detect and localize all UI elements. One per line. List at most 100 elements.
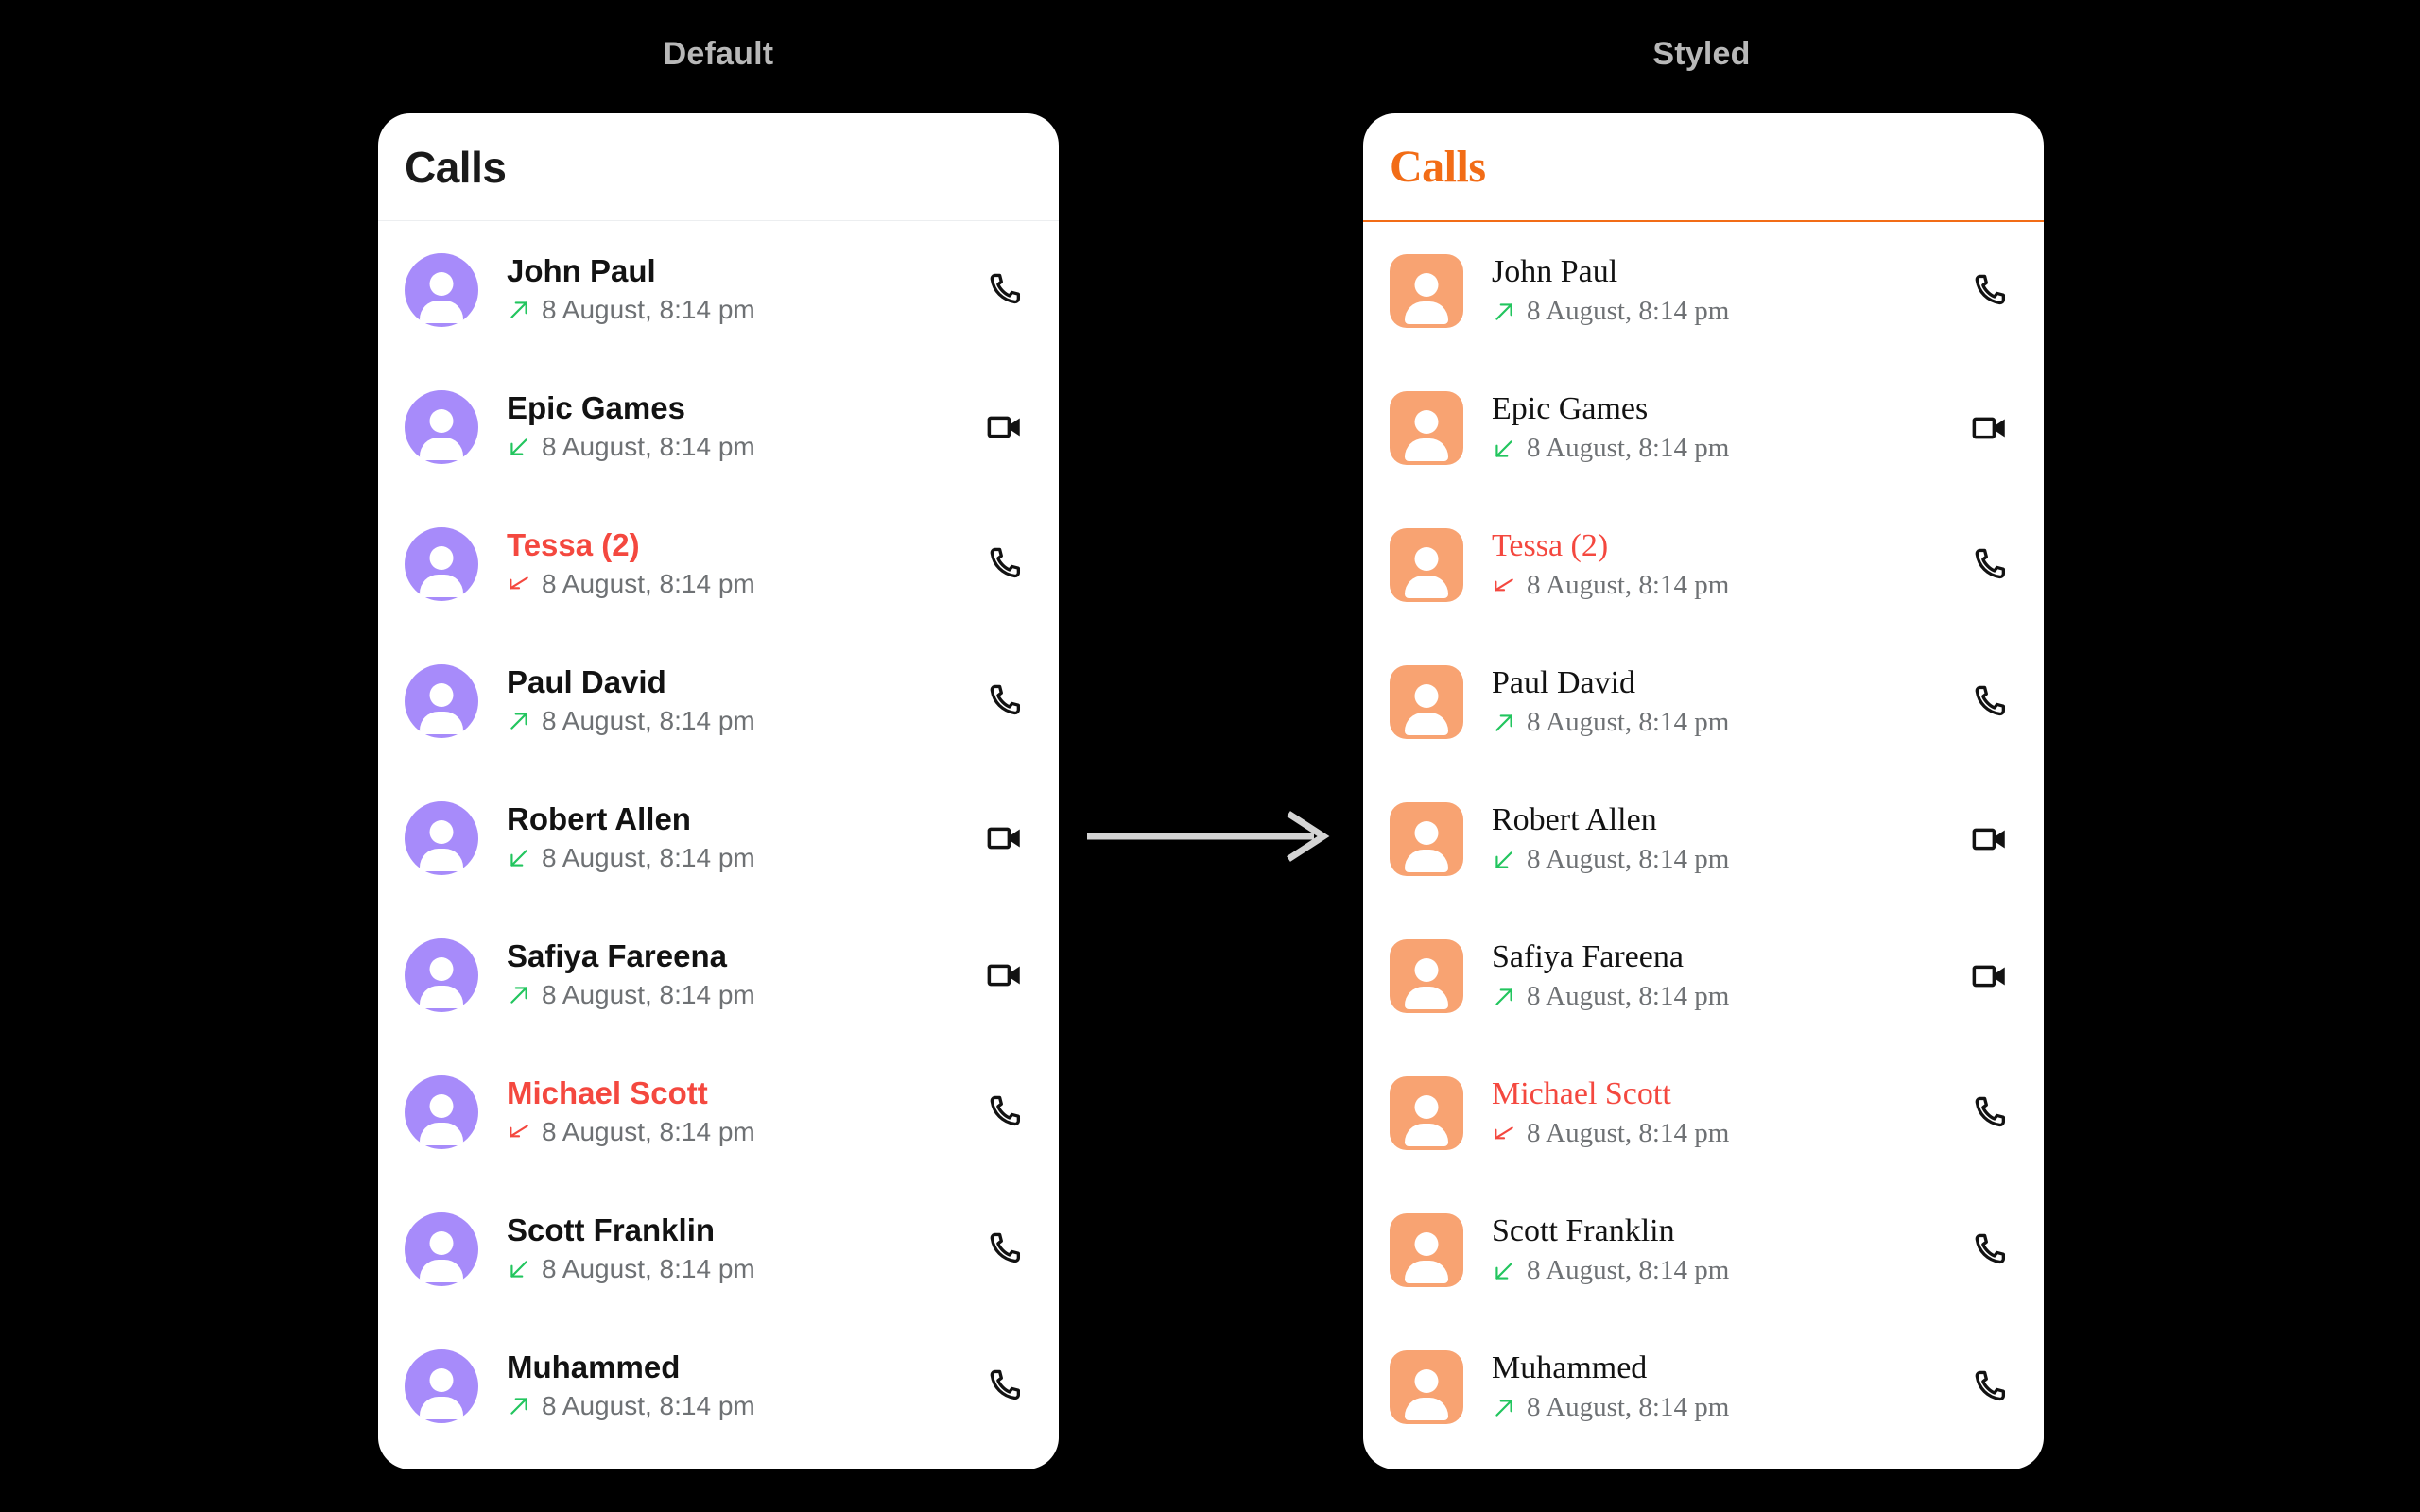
avatar — [405, 1074, 478, 1149]
video-call-icon[interactable] — [983, 405, 1027, 449]
avatar-body-shape — [420, 1122, 463, 1145]
call-timestamp: 8 August, 8:14 pm — [1527, 296, 1730, 327]
call-info: Robert Allen 8 August, 8:14 pm — [507, 801, 983, 873]
contact-name: Scott Franklin — [1492, 1213, 1675, 1249]
video-call-icon[interactable] — [983, 954, 1027, 997]
call-info: Tessa (2) 8 August, 8:14 pm — [1492, 528, 1968, 601]
call-meta: 8 August, 8:14 pm — [507, 980, 983, 1010]
contact-name: John Paul — [507, 253, 656, 289]
contact-name: Robert Allen — [507, 801, 691, 837]
call-list-item[interactable]: John Paul 8 August, 8:14 pm — [1363, 222, 2044, 359]
call-list: John Paul 8 August, 8:14 pm Epic Games 8 Au… — [378, 221, 1059, 1469]
avatar-body-shape — [1405, 1260, 1448, 1283]
outgoing-call-arrow-icon — [1492, 300, 1516, 324]
phone-call-icon[interactable] — [983, 679, 1027, 723]
avatar — [1390, 1075, 1463, 1150]
contact-name: Paul David — [507, 664, 666, 700]
video-call-icon[interactable] — [1968, 954, 2012, 998]
call-list-item[interactable]: Michael Scott 8 August, 8:14 pm — [378, 1043, 1059, 1180]
phone-call-icon[interactable] — [1968, 543, 2012, 587]
calls-panel-default: Calls John Paul 8 August, 8:14 pm Epic Game… — [378, 113, 1059, 1469]
call-list-item[interactable]: Epic Games 8 August, 8:14 pm — [1363, 359, 2044, 496]
call-timestamp: 8 August, 8:14 pm — [542, 843, 755, 873]
call-list-item[interactable]: Paul David 8 August, 8:14 pm — [378, 632, 1059, 769]
phone-call-icon[interactable] — [1968, 680, 2012, 724]
panel-header: Calls — [1363, 113, 2044, 220]
contact-name: Muhammed — [507, 1349, 681, 1385]
call-info: Epic Games 8 August, 8:14 pm — [507, 390, 983, 462]
call-list-item[interactable]: Scott Franklin 8 August, 8:14 pm — [378, 1180, 1059, 1317]
phone-call-icon[interactable] — [983, 1091, 1027, 1134]
call-info: Scott Franklin 8 August, 8:14 pm — [1492, 1213, 1968, 1286]
call-list-item[interactable]: Safiya Fareena 8 August, 8:14 pm — [378, 906, 1059, 1043]
call-list-item[interactable]: Muhammed 8 August, 8:14 pm — [378, 1317, 1059, 1454]
avatar-body-shape — [420, 574, 463, 597]
avatar-body-shape — [1405, 712, 1448, 735]
call-info: Paul David 8 August, 8:14 pm — [507, 664, 983, 736]
call-info: Michael Scott 8 August, 8:14 pm — [1492, 1076, 1968, 1149]
phone-call-icon[interactable] — [1968, 1366, 2012, 1409]
call-list-item[interactable]: Epic Games 8 August, 8:14 pm — [378, 358, 1059, 495]
video-call-icon[interactable] — [983, 816, 1027, 860]
missed-call-arrow-icon — [507, 572, 531, 596]
phone-call-icon[interactable] — [1968, 269, 2012, 313]
avatar-head-shape — [429, 408, 454, 433]
call-list-item[interactable]: Safiya Fareena 8 August, 8:14 pm — [1363, 907, 2044, 1044]
call-meta: 8 August, 8:14 pm — [1492, 707, 1968, 738]
call-list-item[interactable]: Muhammed 8 August, 8:14 pm — [1363, 1318, 2044, 1455]
right-arrow-icon — [1087, 808, 1333, 865]
call-meta: 8 August, 8:14 pm — [507, 843, 983, 873]
call-meta: 8 August, 8:14 pm — [1492, 433, 1968, 464]
avatar-head-shape — [1414, 1094, 1439, 1119]
call-timestamp: 8 August, 8:14 pm — [1527, 844, 1730, 875]
video-call-icon[interactable] — [1968, 406, 2012, 450]
phone-call-icon[interactable] — [1968, 1228, 2012, 1272]
avatar — [405, 663, 478, 738]
avatar-head-shape — [429, 1093, 454, 1118]
phone-call-icon[interactable] — [983, 1365, 1027, 1408]
outgoing-call-arrow-icon — [1492, 711, 1516, 735]
avatar-body-shape — [1405, 301, 1448, 324]
phone-call-icon[interactable] — [1968, 1091, 2012, 1135]
outgoing-call-arrow-icon — [507, 709, 531, 733]
call-info: John Paul 8 August, 8:14 pm — [507, 253, 983, 325]
contact-name: Safiya Fareena — [507, 938, 727, 974]
avatar — [1390, 1349, 1463, 1424]
avatar — [405, 389, 478, 464]
panel-header: Calls — [378, 113, 1059, 220]
call-list-item[interactable]: John Paul 8 August, 8:14 pm — [378, 221, 1059, 358]
avatar-head-shape — [1414, 272, 1439, 297]
call-list: John Paul 8 August, 8:14 pm Epic Games 8 Au… — [1363, 222, 2044, 1469]
avatar-head-shape — [1414, 546, 1439, 571]
phone-call-icon[interactable] — [983, 542, 1027, 586]
avatar — [1390, 801, 1463, 876]
outgoing-call-arrow-icon — [1492, 985, 1516, 1009]
missed-call-arrow-icon — [1492, 574, 1516, 598]
phone-call-icon[interactable] — [983, 268, 1027, 312]
call-list-item[interactable]: Robert Allen 8 August, 8:14 pm — [1363, 770, 2044, 907]
call-list-item[interactable]: Scott Franklin 8 August, 8:14 pm — [1363, 1181, 2044, 1318]
call-info: Safiya Fareena 8 August, 8:14 pm — [1492, 939, 1968, 1012]
call-info: Muhammed 8 August, 8:14 pm — [507, 1349, 983, 1421]
call-meta: 8 August, 8:14 pm — [1492, 981, 1968, 1012]
contact-name: Muhammed — [1492, 1350, 1648, 1386]
call-info: Tessa (2) 8 August, 8:14 pm — [507, 527, 983, 599]
call-meta: 8 August, 8:14 pm — [507, 295, 983, 325]
video-call-icon[interactable] — [1968, 817, 2012, 861]
call-list-item[interactable]: Tessa (2) 8 August, 8:14 pm — [1363, 496, 2044, 633]
avatar — [1390, 938, 1463, 1013]
call-info: Epic Games 8 August, 8:14 pm — [1492, 391, 1968, 464]
phone-call-icon[interactable] — [983, 1228, 1027, 1271]
avatar-head-shape — [1414, 820, 1439, 845]
call-list-item[interactable]: Robert Allen 8 August, 8:14 pm — [378, 769, 1059, 906]
avatar — [1390, 390, 1463, 465]
avatar-body-shape — [1405, 1123, 1448, 1146]
calls-panel-styled: Calls John Paul 8 August, 8:14 pm Epic Game… — [1363, 113, 2044, 1469]
call-list-item[interactable]: Tessa (2) 8 August, 8:14 pm — [378, 495, 1059, 632]
call-meta: 8 August, 8:14 pm — [1492, 1392, 1968, 1423]
call-list-item[interactable]: Michael Scott 8 August, 8:14 pm — [1363, 1044, 2044, 1181]
call-info: John Paul 8 August, 8:14 pm — [1492, 254, 1968, 327]
avatar — [405, 800, 478, 875]
call-list-item[interactable]: Paul David 8 August, 8:14 pm — [1363, 633, 2044, 770]
page-title: Calls — [405, 142, 507, 192]
